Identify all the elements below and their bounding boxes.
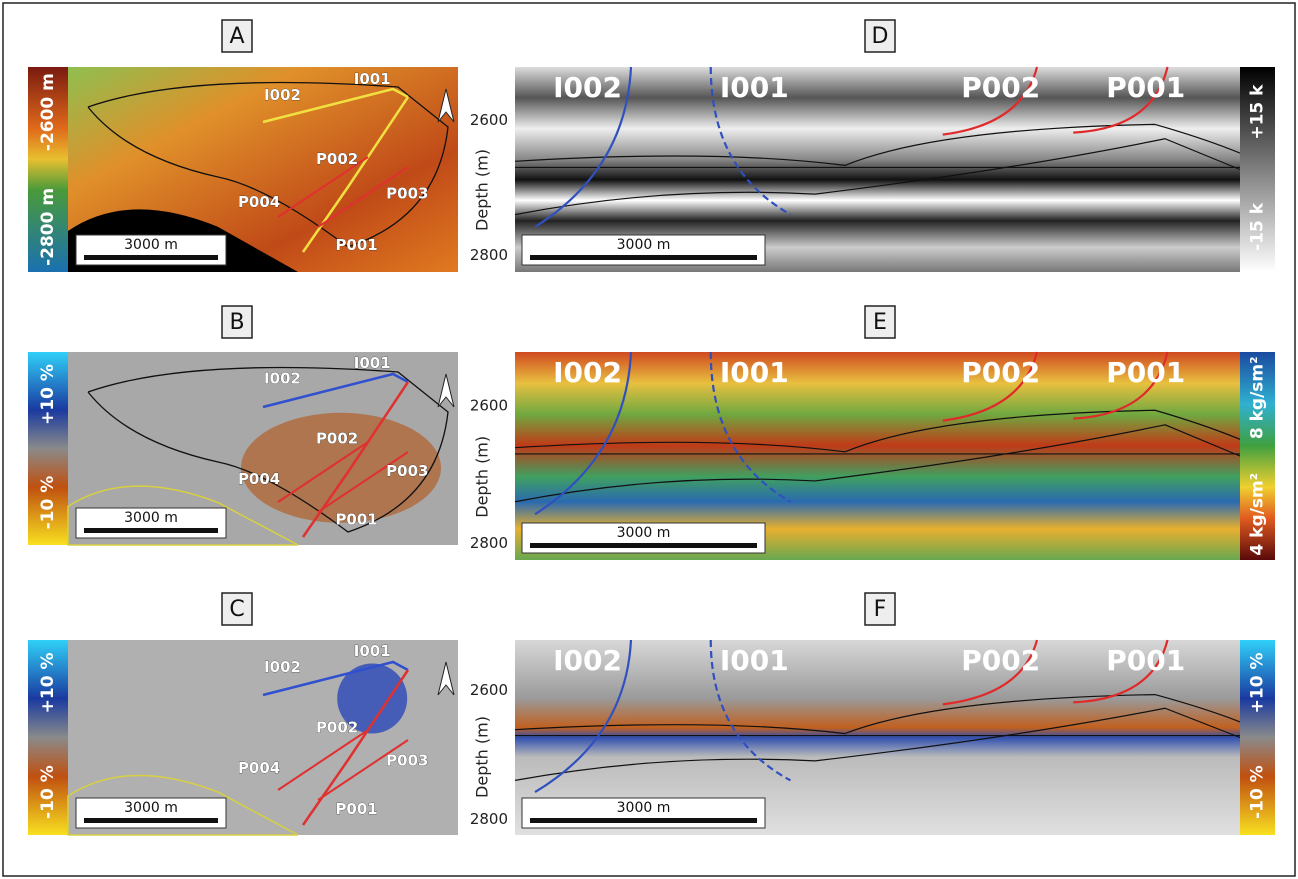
well-label: P002 — [961, 644, 1040, 677]
well-label: P001 — [1106, 644, 1185, 677]
scale-bar-label: 3000 m — [124, 510, 178, 526]
panel-label: F — [874, 597, 887, 622]
well-label: P004 — [238, 193, 280, 211]
figure: A -2600 m -2800 m I001 I002 P002 P004 P003 P001 3… — [0, 0, 1298, 879]
colorbar-label: 8 kg/sm² — [1248, 356, 1268, 439]
well-label: P001 — [335, 510, 377, 528]
panel-label: B — [229, 310, 244, 335]
depth-tick-label: 2800 — [470, 810, 508, 828]
well-label: P001 — [1106, 71, 1185, 104]
panel-label: A — [229, 24, 244, 49]
well-label: I001 — [720, 71, 789, 104]
well-label: I002 — [553, 356, 622, 389]
scale-bar — [84, 528, 218, 533]
colorbar-label: +10 % — [1248, 652, 1268, 713]
scale-bar — [84, 818, 218, 823]
colorbar-label: -10 % — [38, 476, 58, 530]
depth-tick-label: 2800 — [470, 246, 508, 264]
scale-bar-label: 3000 m — [124, 237, 178, 253]
well-label: I001 — [354, 354, 391, 372]
well-label: P001 — [1106, 356, 1185, 389]
colorbar-label: +10 % — [38, 652, 58, 713]
depth-tick-label: 2600 — [470, 111, 508, 129]
panel-label: E — [873, 310, 887, 335]
depth-tick-label: 2600 — [470, 681, 508, 699]
colorbar-label: -10 % — [1248, 765, 1268, 819]
axis-label: Depth (m) — [473, 436, 492, 518]
well-label: P004 — [238, 470, 280, 488]
well-label: P003 — [386, 185, 428, 203]
well-label: P004 — [238, 759, 280, 777]
well-label: P002 — [961, 356, 1040, 389]
well-label: P002 — [316, 150, 358, 168]
axis-label: Depth (m) — [473, 149, 492, 231]
panel-label: D — [872, 24, 889, 49]
scale-bar-label: 3000 m — [617, 800, 671, 816]
colorbar-label: -2800 m — [38, 188, 58, 266]
well-label: I001 — [354, 70, 391, 88]
colorbar-label: +10 % — [38, 364, 58, 425]
well-label: I001 — [720, 644, 789, 677]
colorbar-label: 4 kg/sm² — [1248, 473, 1268, 556]
well-label: I002 — [264, 86, 301, 104]
depth-tick-label: 2800 — [470, 534, 508, 552]
well-label: P003 — [386, 462, 428, 480]
scale-bar — [530, 255, 757, 260]
well-label: P003 — [386, 751, 428, 769]
scale-bar — [530, 818, 757, 823]
well-label: I001 — [354, 642, 391, 660]
scale-bar-label: 3000 m — [617, 525, 671, 541]
scale-bar — [530, 543, 757, 548]
well-label: P002 — [316, 429, 358, 447]
well-label: P002 — [961, 71, 1040, 104]
scale-bar-label: 3000 m — [124, 800, 178, 816]
well-label: P001 — [335, 236, 377, 254]
colorbar-label: -15 k — [1248, 202, 1268, 251]
well-label: I002 — [553, 644, 622, 677]
well-label: I001 — [720, 356, 789, 389]
well-label: I002 — [553, 71, 622, 104]
panel-label: C — [229, 597, 244, 622]
well-label: P002 — [316, 718, 358, 736]
scale-bar-label: 3000 m — [617, 237, 671, 253]
colorbar-label: -10 % — [38, 765, 58, 819]
depth-tick-label: 2600 — [470, 397, 508, 415]
well-label: I002 — [264, 658, 301, 676]
well-label: P001 — [335, 800, 377, 818]
colorbar-label: -2600 m — [38, 73, 58, 151]
well-label: I002 — [264, 370, 301, 388]
axis-label: Depth (m) — [473, 716, 492, 798]
scale-bar — [84, 255, 218, 260]
colorbar-label: +15 k — [1248, 84, 1268, 140]
